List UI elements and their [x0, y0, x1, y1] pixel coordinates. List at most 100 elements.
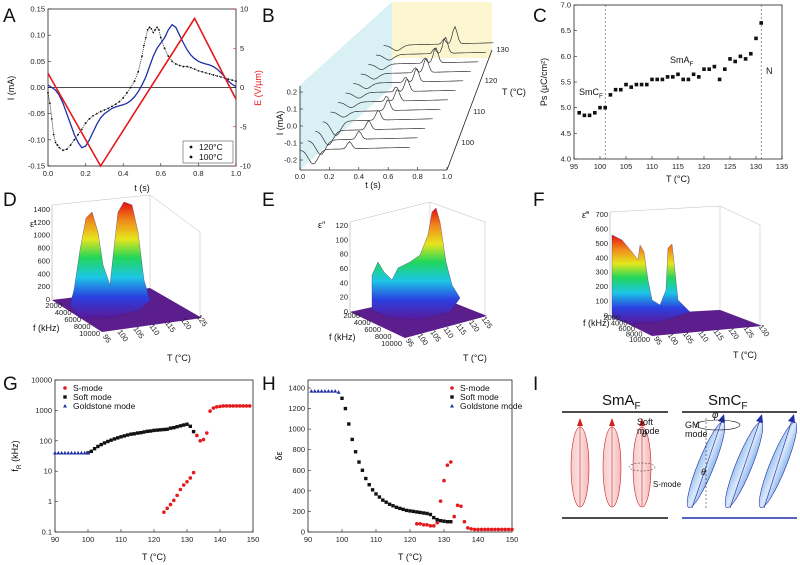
h-legend-soft-marker: [450, 395, 454, 399]
surf-ztick-label: 1000: [33, 231, 50, 240]
h-legend-gm-marker: [450, 404, 454, 408]
b-trace: [307, 130, 418, 155]
a-series-100: [47, 23, 237, 149]
a-ytick-label: 0.00: [30, 83, 45, 92]
h-point-soft-mode: [360, 468, 365, 472]
g-point-soft-mode: [172, 425, 176, 430]
surf-ytick-label: 4000: [611, 319, 628, 328]
panel-f-xlabel: T (°C): [733, 350, 757, 360]
c-data-point: [634, 82, 639, 87]
h-point-soft-mode: [415, 510, 419, 514]
h-xtick-label: 110: [370, 535, 382, 544]
h-ytick-label: 400: [292, 486, 305, 495]
b-xtick-label: 0.4: [354, 172, 364, 181]
h-point-goldstone: [336, 390, 341, 394]
g-point-soft-mode: [155, 428, 159, 432]
g-point-soft-mode: [149, 429, 153, 433]
h-point-soft-mode: [425, 511, 429, 516]
b-trace: [345, 79, 456, 99]
h-point-s-mode: [459, 504, 463, 509]
surf-ztick-label: 120: [335, 221, 348, 230]
g-point-soft-mode: [132, 432, 136, 436]
legend-100-marker: [189, 155, 193, 159]
c-data-point: [598, 105, 602, 110]
h-point-soft-mode: [408, 509, 412, 513]
theta-sma-label: θ: [642, 429, 647, 439]
surf-ztick-label: 0: [344, 307, 348, 316]
c-ytick-label: 7.0: [561, 1, 571, 10]
c-xtick-label: 125: [724, 162, 737, 171]
b-ztick-label: 120: [485, 76, 498, 85]
g-point-soft-mode: [96, 444, 100, 449]
panel-b-chart: 0.0 0.2 0.4 0.6 0.8 1.0 -0.2 -0.1 0.0 0.1 0.2 100 11…: [275, 2, 526, 190]
g-point-s-mode: [165, 506, 169, 511]
surf-ztick-label: 1200: [33, 218, 50, 227]
h-point-soft-mode: [384, 500, 388, 504]
a-xtick-label: 0.6: [156, 169, 166, 178]
surf-ztick-label: 700: [595, 210, 608, 219]
c-xtick-label: 105: [620, 162, 633, 171]
surf-ytick-label: 8000: [626, 330, 643, 339]
phase-smc-sub: F: [599, 93, 603, 100]
g-point-s-mode: [218, 404, 222, 409]
smc-molecule-3: [758, 414, 798, 509]
h-point-s-mode: [483, 527, 487, 532]
g-xtick-label: 90: [51, 535, 59, 544]
panel-f-ylabel: f (kHz): [583, 318, 610, 328]
sma-molecule-1: [570, 418, 590, 508]
c-data-point: [707, 67, 711, 71]
panel-d-ylabel: f (kHz): [33, 323, 60, 333]
c-data-point: [660, 77, 665, 82]
g-point-s-mode: [195, 433, 199, 438]
surf-ytick-label: 6000: [64, 315, 81, 324]
c-data-point: [686, 77, 691, 82]
g-legend-s: S-mode: [73, 383, 103, 393]
h-point-soft-mode: [449, 520, 453, 524]
sma-title-sub: F: [635, 401, 641, 412]
h-point-s-mode: [418, 521, 423, 526]
panel-g-ylabel: fR (kHz): [10, 440, 23, 471]
a-y2tick-label: -10: [240, 162, 251, 171]
c-data-point: [697, 75, 701, 79]
g-point-soft-mode: [122, 434, 126, 438]
c-xtick-label: 110: [646, 162, 658, 171]
surf-ztick-label: 60: [340, 264, 348, 273]
b-xtick-label: 0.0: [295, 172, 305, 181]
b-trace: [353, 68, 464, 89]
g-point-soft-mode: [178, 424, 183, 428]
panel-c-xlabel: T (°C): [666, 174, 690, 184]
panel-label-a: A: [3, 6, 16, 27]
g-point-soft-mode: [89, 449, 93, 454]
surf-ytick-label: 2000: [603, 313, 620, 322]
panel-h-chart: 90 100 110 120 130 140 150 0 200 400 600 800 1000 120…: [274, 379, 523, 562]
c-xtick-label: 115: [672, 162, 684, 171]
surf-ztick-label: 80: [340, 250, 348, 259]
h-point-s-mode: [435, 520, 440, 525]
b-xtick-label: 1.0: [442, 172, 452, 181]
panel-g-xlabel: T (°C): [142, 552, 166, 562]
g-legend-soft-marker: [63, 395, 67, 399]
g-point-soft-mode: [139, 430, 143, 435]
g-point-s-mode: [191, 470, 196, 475]
g-point-s-mode: [168, 502, 173, 507]
g-legend-gm: Goldstone mode: [73, 401, 136, 411]
g-point-soft-mode: [119, 435, 123, 439]
h-xtick-label: 90: [304, 535, 312, 544]
a-xtick-label: 0.2: [80, 169, 90, 178]
h-point-s-mode: [432, 524, 436, 528]
b-xtick-label: 0.8: [412, 172, 422, 181]
phase-smc-text: SmC: [579, 87, 600, 97]
h-ytick-label: 600: [292, 466, 305, 475]
panel-h-ylabel: δε: [274, 451, 284, 460]
c-ytick-label: 6.5: [561, 26, 571, 35]
a-point-120: [235, 80, 237, 83]
panel-g-ylabel-main: f: [10, 469, 20, 472]
panel-b-depth-axis: [446, 49, 493, 171]
h-point-soft-mode: [442, 519, 446, 523]
a-xtick-label: 0.8: [193, 169, 203, 178]
